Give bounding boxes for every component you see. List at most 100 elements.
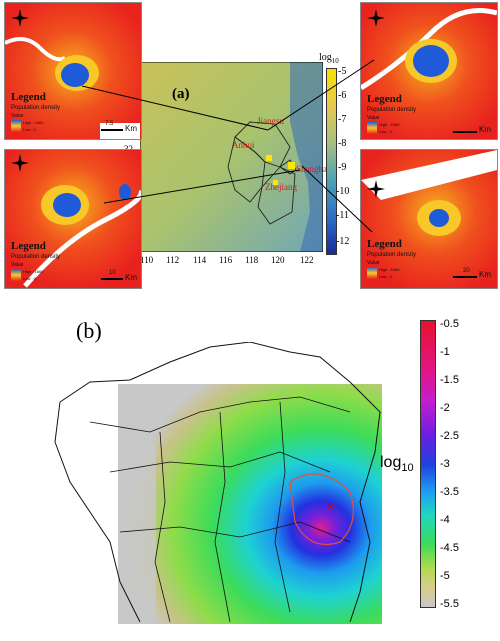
cb-tick: -3.5 [440,486,459,498]
x-tick: 114 [193,255,207,265]
inset-map-top-left: Legend Population density Value High : 1… [4,2,142,140]
panel-b-colorbar-title: log10 [380,454,414,474]
inset-map-top-right: Legend Population density Value High : 1… [360,2,498,140]
panel-a-map [139,61,324,253]
river [23,190,141,288]
legend-swatch [11,120,21,132]
low-value-cells [118,442,156,624]
cb-tick: -3 [440,458,450,470]
inset-map-svg [5,150,141,288]
legend-high: High : 1660 [23,120,44,125]
x-tick: 110 [140,255,154,265]
scale-unit: Km [125,124,137,133]
x-tick: 120 [271,255,285,265]
connector-arrows [81,59,375,233]
cb-tick: -4 [440,514,450,526]
cb-tick: -2 [440,402,450,414]
shanghai-hotspot [288,162,295,169]
legend-value-label: Value [11,262,24,268]
inset-map-bottom-right: Legend Population density Value High : 1… [360,149,498,289]
cb-tick: -10 [336,186,350,197]
shanghai-outline [279,159,297,175]
river [5,37,66,62]
cb-tick: -12 [336,236,350,247]
panel-a-label: (a) [172,86,190,102]
colorbar-title-sub: 10 [331,57,339,65]
x-tick: 112 [166,255,180,265]
panel-a: 38 36 34 32 30 28 26 110 112 114 116 118… [0,0,500,300]
cb-tick: -6 [338,90,347,101]
cb-tick: -1.5 [440,374,459,386]
cb-tick: -8 [338,138,347,149]
cb-tick: -1 [440,346,450,358]
panel-b-label: (b) [76,318,102,343]
scale-unit: Km [125,273,137,282]
legend-value-label: Value [367,115,380,121]
cb-tick: -5 [440,570,450,582]
legend-swatch [367,122,377,134]
legend-subtitle: Population density [367,107,417,113]
legend-swatch [11,269,21,281]
province-label-anhui: Anhui [232,140,255,150]
nanjing-hotspot [266,155,272,161]
source-marker-icon: ✕ [326,502,334,513]
panel-a-colorbar [326,68,337,255]
legend-low: Low : 0 [23,276,36,281]
scale-bar [101,129,123,131]
colorbar-title-text: log [319,52,332,63]
cb-tick: -11 [336,210,349,221]
x-tick: 122 [300,255,314,265]
river [361,8,497,91]
panel-a-colorbar-title: log10 [319,52,339,65]
legend-subtitle: Population density [367,252,417,258]
legend-low: Low : 0 [379,129,392,134]
inset-map-svg [361,150,497,288]
province-label-jiangsu: Jiangsu [257,116,284,126]
north-arrow-icon [367,180,385,198]
scale-bar [453,131,477,133]
north-arrow-icon [11,154,29,172]
inset-map-svg [5,3,141,139]
panel-b: (b) ✕ log10 [0,300,500,641]
legend-high: High : 1660 [23,269,44,274]
scale-bar [101,278,123,280]
panel-a-map-svg [139,61,324,253]
legend-low: Low : 0 [23,127,36,132]
legend-title: Legend [11,240,46,252]
cb-tick: -7 [338,114,347,125]
cb-tick: -2.5 [440,430,459,442]
anhui-outline [227,136,266,203]
x-tick: 118 [245,255,259,265]
x-tick: 116 [219,255,233,265]
legend-value-label: Value [367,260,380,266]
cb-tick: -5.5 [440,598,459,610]
concentration-raster [118,384,382,624]
cb-tick: -0.5 [440,318,459,330]
panel-b-colorbar [420,320,436,608]
inset-map-svg [361,3,497,139]
legend-subtitle: Population density [11,105,61,111]
cb-tick: -5 [338,66,347,77]
cb-tick: -9 [338,162,347,173]
legend-title: Legend [367,238,402,250]
north-arrow-icon [11,9,29,27]
colorbar-title-text: log [380,454,402,471]
hangzhou-hotspot [273,180,278,185]
scale-value: 20 [463,268,470,274]
panel-b-map: ✕ [54,342,382,624]
legend-subtitle: Population density [11,254,61,260]
legend-high: High : 1660 [379,267,400,272]
province-label-zhejiang: Zhejiang [265,182,297,192]
urban-core [61,63,89,87]
legend-low: Low : 0 [379,274,392,279]
legend-value-label: Value [11,113,24,119]
scale-unit: Km [479,270,491,279]
scale-value: 7.5 [105,121,114,127]
legend-high: High : 1660 [379,122,400,127]
scale-value: 10 [109,270,116,276]
study-region-outline [289,473,354,546]
legend-swatch [367,267,377,279]
legend-title: Legend [367,93,402,105]
scale-unit: Km [479,125,491,134]
inset-map-bottom-left: Legend Population density Value High : 1… [4,149,142,289]
